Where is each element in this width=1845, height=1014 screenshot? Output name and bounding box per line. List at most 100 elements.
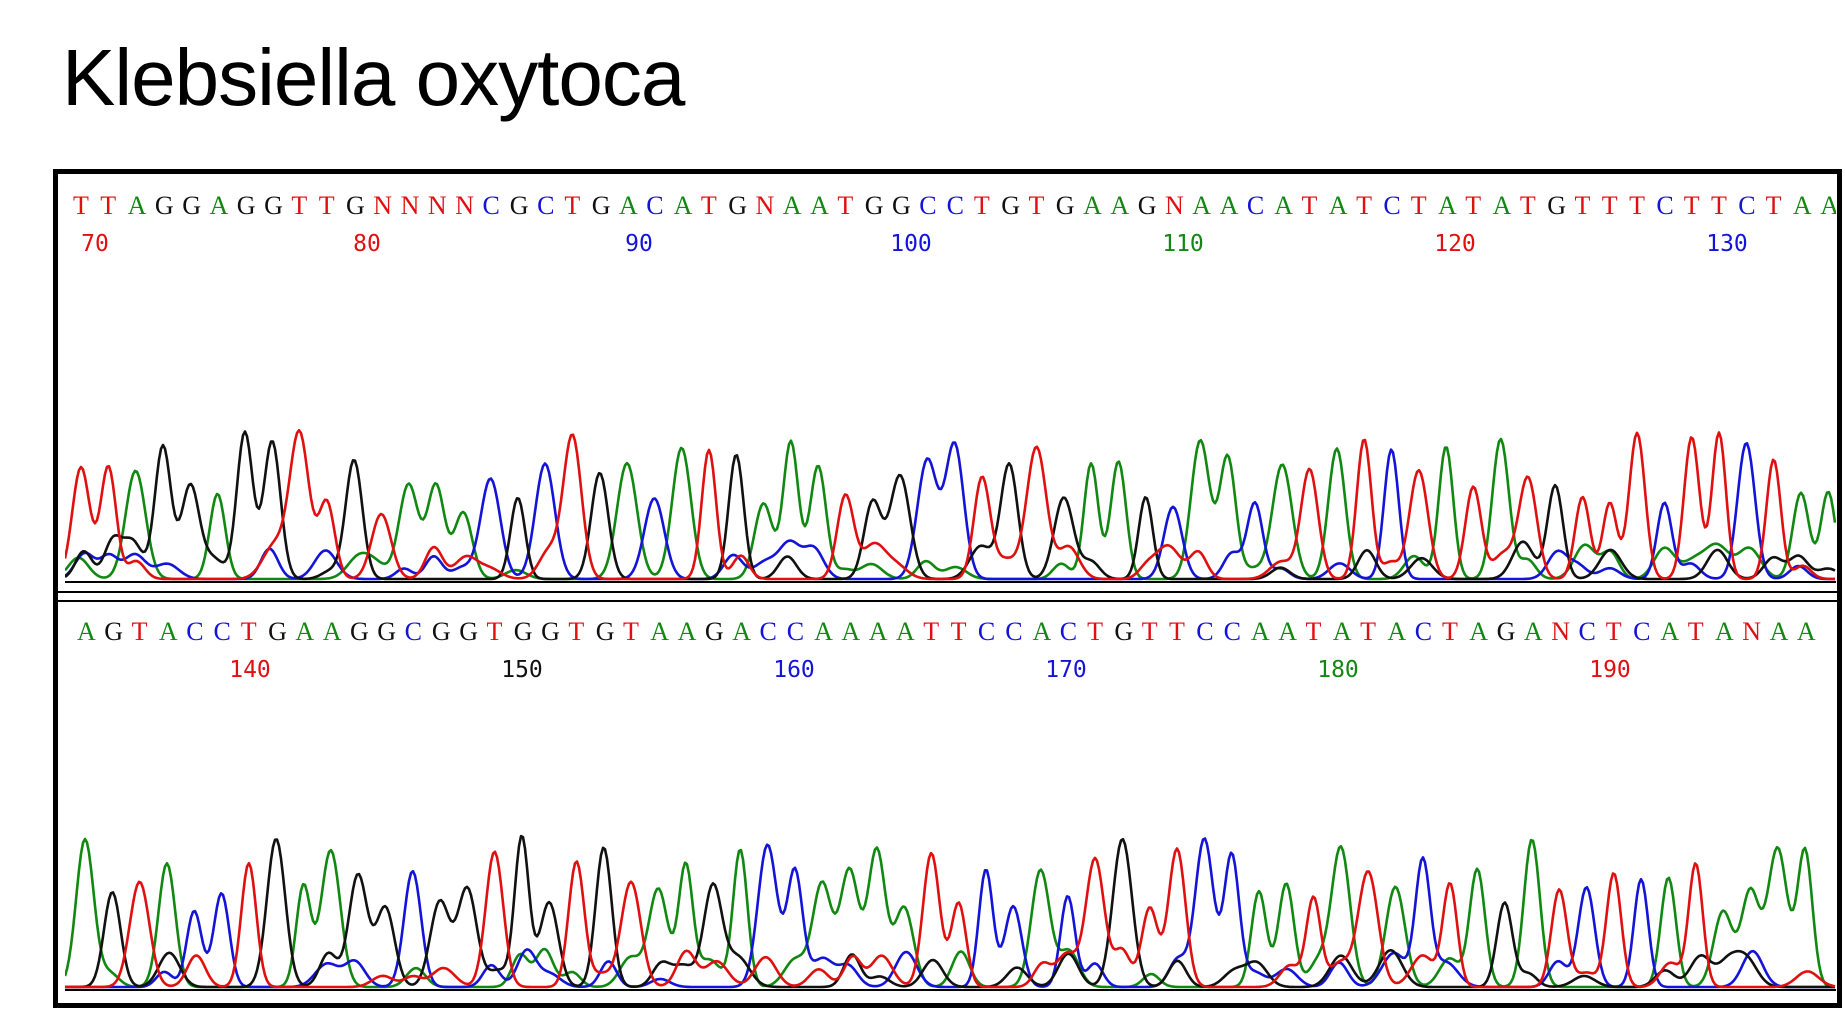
base-call-g: G	[268, 617, 287, 646]
base-call-t: T	[1142, 617, 1158, 646]
base-call-a: A	[1192, 191, 1211, 220]
base-call-c: C	[919, 191, 936, 220]
base-call-a: A	[1387, 617, 1406, 646]
position-label: 130	[1706, 231, 1748, 257]
base-call-n: N	[455, 191, 474, 220]
position-label: 120	[1434, 231, 1476, 257]
base-call-g: G	[237, 191, 256, 220]
base-call-a: A	[1278, 617, 1297, 646]
base-call-a: A	[1524, 617, 1543, 646]
base-call-a: A	[674, 191, 693, 220]
position-label: 70	[81, 231, 109, 257]
base-call-a: A	[810, 191, 829, 220]
base-call-g: G	[514, 617, 533, 646]
base-call-t: T	[132, 617, 148, 646]
base-call-n: N	[373, 191, 392, 220]
base-call-a: A	[1033, 617, 1052, 646]
base-call-c: C	[1383, 191, 1400, 220]
base-call-c: C	[646, 191, 663, 220]
base-call-t: T	[837, 191, 853, 220]
base-call-a: A	[1083, 191, 1102, 220]
position-label: 160	[773, 657, 815, 683]
base-call-g: G	[1114, 617, 1133, 646]
base-call-a: A	[77, 617, 96, 646]
base-call-t: T	[73, 191, 89, 220]
base-call-g: G	[432, 617, 451, 646]
base-call-c: C	[1415, 617, 1432, 646]
base-call-c: C	[1247, 191, 1264, 220]
base-call-t: T	[1684, 191, 1700, 220]
base-call-g: G	[350, 617, 369, 646]
base-call-t: T	[1688, 617, 1704, 646]
base-call-a: A	[1797, 617, 1816, 646]
base-call-t: T	[1302, 191, 1318, 220]
base-call-a: A	[159, 617, 178, 646]
base-call-a: A	[732, 617, 751, 646]
trace-c	[65, 441, 1835, 581]
baseline	[65, 581, 1836, 583]
base-call-t: T	[241, 617, 257, 646]
base-call-a: A	[1438, 191, 1457, 220]
base-call-g: G	[1138, 191, 1157, 220]
base-call-a: A	[1493, 191, 1512, 220]
base-call-g: G	[1497, 617, 1516, 646]
base-call-g: G	[510, 191, 529, 220]
base-call-n: N	[756, 191, 775, 220]
position-label: 190	[1589, 657, 1631, 683]
base-call-c: C	[978, 617, 995, 646]
base-call-t: T	[100, 191, 116, 220]
base-call-a: A	[814, 617, 833, 646]
position-label: 170	[1045, 657, 1087, 683]
base-call-t: T	[1520, 191, 1536, 220]
trace-t	[65, 847, 1836, 989]
base-call-a: A	[1469, 617, 1488, 646]
base-call-c: C	[214, 617, 231, 646]
base-call-a: A	[1660, 617, 1679, 646]
base-call-c: C	[537, 191, 554, 220]
base-call-a: A	[650, 617, 669, 646]
base-call-t: T	[701, 191, 717, 220]
position-label: 90	[625, 231, 653, 257]
base-call-n: N	[1551, 617, 1570, 646]
base-call-t: T	[1465, 191, 1481, 220]
base-call-t: T	[1602, 191, 1618, 220]
trace-t	[65, 428, 1835, 581]
base-call-c: C	[1656, 191, 1673, 220]
base-call-a: A	[678, 617, 697, 646]
base-call-t: T	[1606, 617, 1622, 646]
base-call-t: T	[1029, 191, 1045, 220]
base-call-a: A	[128, 191, 147, 220]
base-call-t: T	[1306, 617, 1322, 646]
position-label: 80	[353, 231, 381, 257]
base-call-t: T	[1766, 191, 1782, 220]
base-call-t: T	[487, 617, 503, 646]
base-call-a: A	[323, 617, 342, 646]
base-call-g: G	[596, 617, 615, 646]
base-call-t: T	[1442, 617, 1458, 646]
base-call-t: T	[1356, 191, 1372, 220]
base-call-g: G	[541, 617, 560, 646]
base-call-g: G	[104, 617, 123, 646]
base-call-c: C	[186, 617, 203, 646]
base-call-a: A	[841, 617, 860, 646]
base-call-c: C	[1224, 617, 1241, 646]
base-call-g: G	[1001, 191, 1020, 220]
base-call-t: T	[923, 617, 939, 646]
base-call-a: A	[295, 617, 314, 646]
base-call-c: C	[1633, 617, 1650, 646]
baseline	[65, 989, 1836, 991]
base-call-g: G	[155, 191, 174, 220]
base-call-c: C	[1005, 617, 1022, 646]
base-call-g: G	[182, 191, 201, 220]
base-call-t: T	[1575, 191, 1591, 220]
base-call-c: C	[1738, 191, 1755, 220]
base-call-c: C	[405, 617, 422, 646]
base-call-a: A	[1251, 617, 1270, 646]
base-call-g: G	[377, 617, 396, 646]
base-call-t: T	[568, 617, 584, 646]
base-call-c: C	[760, 617, 777, 646]
